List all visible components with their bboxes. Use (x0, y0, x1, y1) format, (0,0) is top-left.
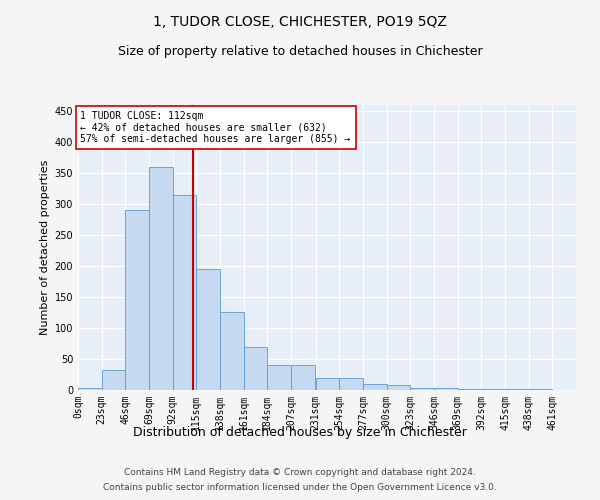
Y-axis label: Number of detached properties: Number of detached properties (40, 160, 50, 335)
Bar (363, 384, 386, 390)
Bar (410, 388, 434, 390)
Bar (196, 268, 220, 390)
Bar (505, 389, 529, 390)
Bar (458, 389, 481, 390)
Bar (291, 365, 314, 390)
Text: Contains HM Land Registry data © Crown copyright and database right 2024.: Contains HM Land Registry data © Crown c… (124, 468, 476, 477)
Bar (386, 385, 410, 390)
Bar (244, 346, 268, 390)
Text: 1, TUDOR CLOSE, CHICHESTER, PO19 5QZ: 1, TUDOR CLOSE, CHICHESTER, PO19 5QZ (153, 15, 447, 29)
Text: Contains public sector information licensed under the Open Government Licence v3: Contains public sector information licen… (103, 483, 497, 492)
Bar (101, 370, 125, 390)
Bar (78, 388, 101, 390)
Bar (125, 210, 149, 390)
Text: Distribution of detached houses by size in Chichester: Distribution of detached houses by size … (133, 426, 467, 439)
Bar (149, 167, 173, 390)
Bar (220, 312, 244, 390)
Bar (173, 195, 196, 390)
Bar (268, 365, 291, 390)
Text: Size of property relative to detached houses in Chichester: Size of property relative to detached ho… (118, 45, 482, 58)
Bar (316, 378, 340, 390)
Bar (434, 388, 458, 390)
Text: 1 TUDOR CLOSE: 112sqm
← 42% of detached houses are smaller (632)
57% of semi-det: 1 TUDOR CLOSE: 112sqm ← 42% of detached … (80, 110, 351, 144)
Bar (481, 389, 505, 390)
Bar (340, 378, 363, 390)
